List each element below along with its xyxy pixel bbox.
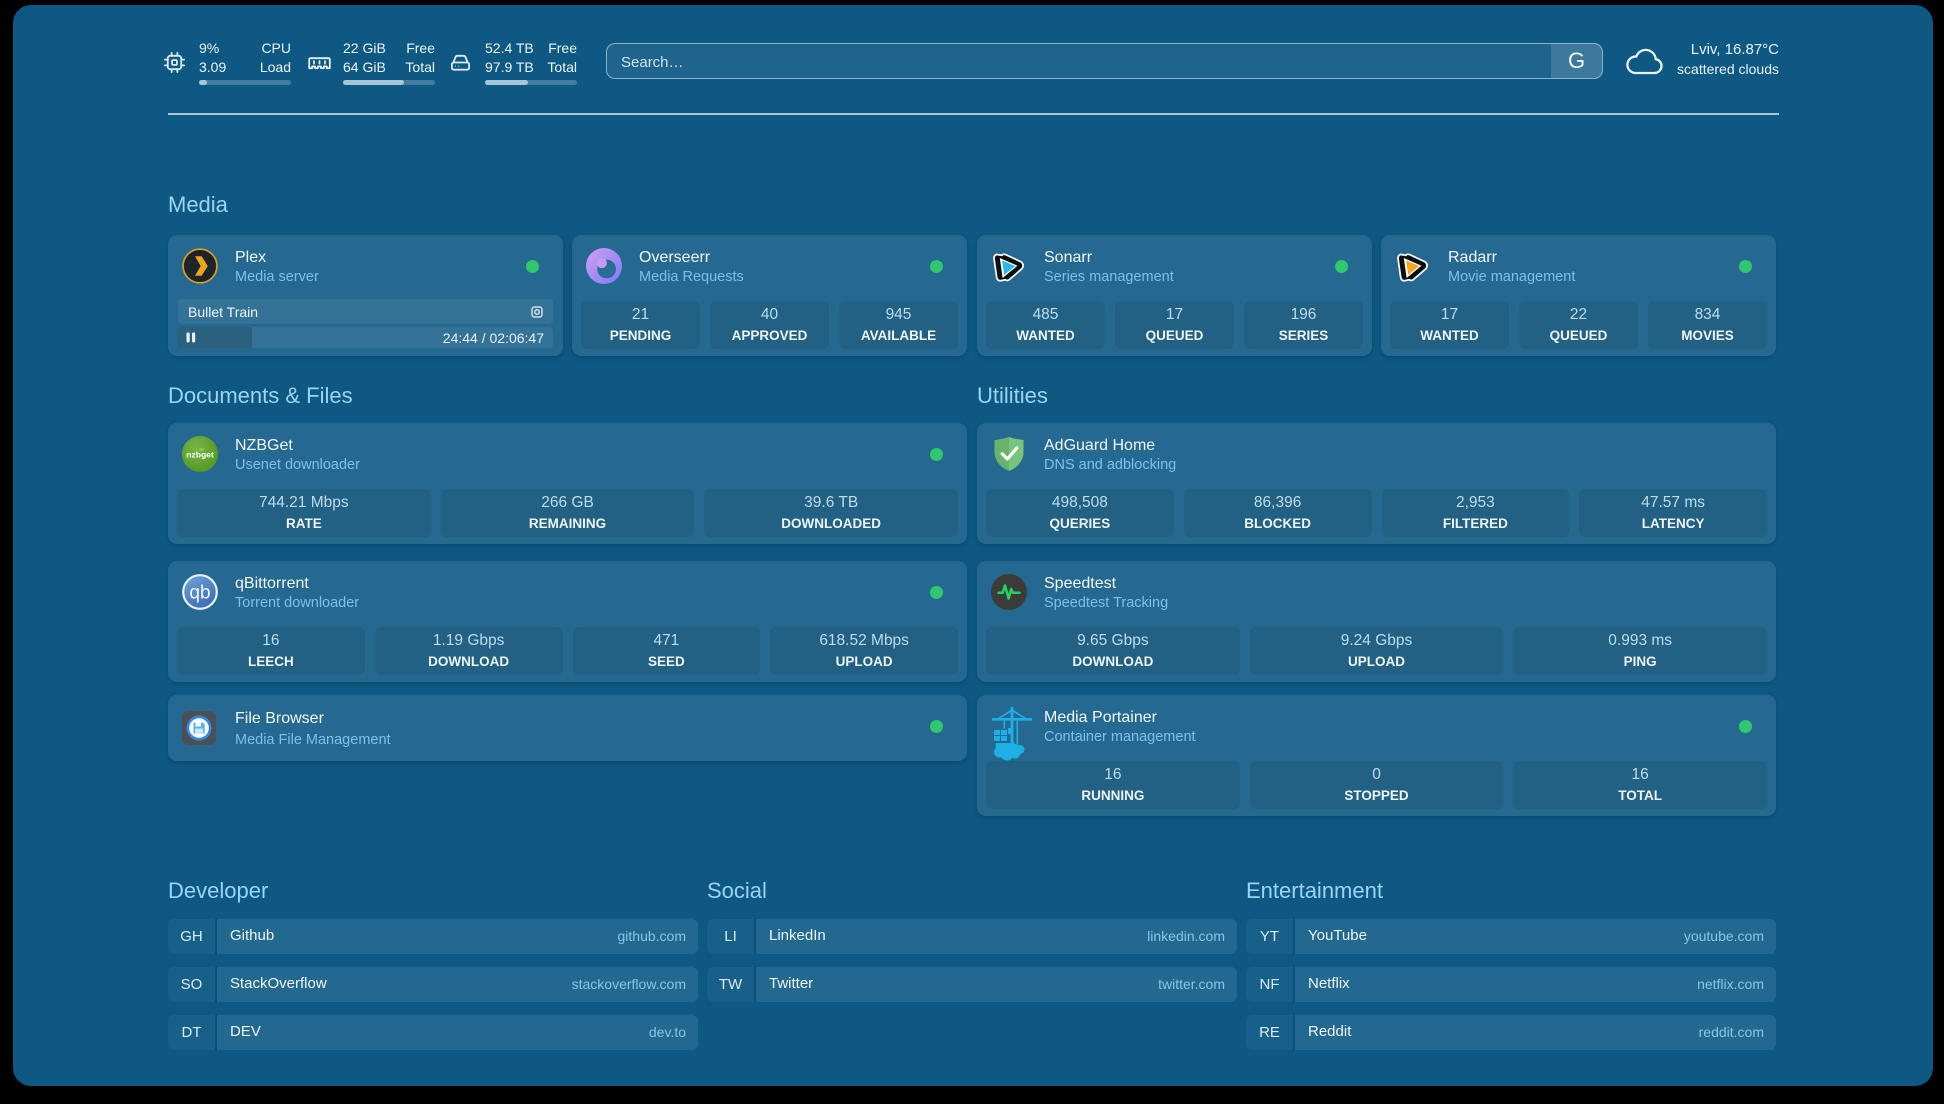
- svg-text:qb: qb: [189, 583, 210, 604]
- svg-text:nzbget: nzbget: [186, 450, 214, 460]
